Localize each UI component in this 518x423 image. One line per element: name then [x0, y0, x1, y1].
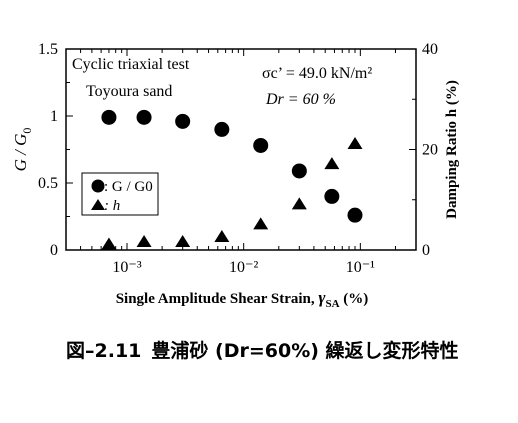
x-axis-label: Single Amplitude Shear Strain, γSA (%): [116, 288, 369, 310]
axes: 10⁻³ 10⁻² 10⁻¹ 0 0.5 1 1.5 0 20 40 G / G0 Damping R…: [11, 41, 460, 310]
x-axis-unit: (%): [340, 291, 369, 307]
figure-caption: 図–2.11 豊浦砂 (Dr=60%) 繰返し変形特性: [66, 336, 459, 363]
x-axis-symbol-sub: SA: [325, 298, 339, 310]
y-right-tick-label: 20: [422, 142, 438, 159]
caption-text: 豊浦砂 (Dr=60%) 繰返し変形特性: [151, 340, 459, 362]
legend-label-g: : G / G0: [104, 179, 153, 195]
damping-ratio-point: [253, 217, 269, 230]
annotation-material: Toyoura sand: [86, 83, 172, 100]
g-ratio-point: [253, 137, 269, 153]
damping-ratio-point: [347, 137, 363, 150]
y-left-tick-label: 1.5: [38, 41, 58, 58]
y-left-label: G / G0: [11, 128, 34, 172]
x-tick-label: 10⁻¹: [346, 259, 375, 276]
x-tick-label: 10⁻²: [229, 259, 258, 276]
y-right-tick-label: 40: [422, 41, 438, 58]
g-ratio-point: [136, 109, 152, 125]
y-left-tick-label: 0: [50, 242, 58, 259]
annotation-density: Dr = 60 %: [265, 91, 336, 108]
damping-ratio-point: [175, 235, 191, 248]
damping-ratio-point: [101, 237, 117, 250]
y-left-tick-label: 1: [50, 108, 58, 125]
g-ratio-point: [347, 207, 363, 223]
y-left-label-sub: 0: [20, 128, 34, 134]
damping-ratio-point: [291, 197, 307, 210]
annotation-test: Cyclic triaxial test: [72, 56, 190, 73]
damping-ratio-point: [136, 235, 152, 248]
g-ratio-point: [214, 121, 230, 137]
y-right-label: Damping Ratio h (%): [444, 80, 460, 219]
damping-ratio-point: [324, 157, 340, 170]
annotation-confining-stress: σc’ = 49.0 kN/m²: [262, 65, 372, 82]
legend-label-h: : h: [104, 198, 120, 214]
g-ratio-point: [175, 113, 191, 129]
chart: 10⁻³ 10⁻² 10⁻¹ 0 0.5 1 1.5 0 20 40 G / G0 Damping R…: [11, 41, 460, 310]
legend-triangle-marker: [91, 199, 105, 210]
annotations: Cyclic triaxial test Toyoura sand σc’ = 49…: [72, 56, 372, 216]
caption-number: 図–2.11: [66, 340, 142, 362]
legend-circle-marker: [91, 179, 105, 193]
y-right-tick-label: 0: [422, 242, 430, 259]
g-ratio-point: [291, 163, 307, 179]
y-left-tick-label: 0.5: [38, 175, 58, 192]
x-axis-symbol: γ: [318, 288, 326, 307]
g-ratio-point: [101, 109, 117, 125]
marks: [101, 109, 363, 250]
x-tick-label: 10⁻³: [112, 259, 141, 276]
g-ratio-point: [324, 188, 340, 204]
damping-ratio-point: [214, 229, 230, 242]
